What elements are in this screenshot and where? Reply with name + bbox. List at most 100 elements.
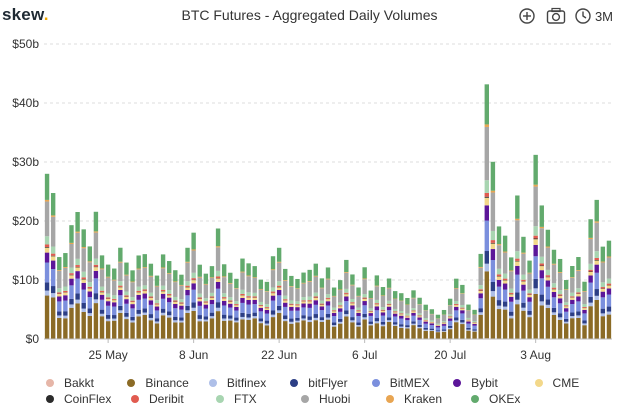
day-bar[interactable]: [454, 278, 459, 339]
day-bar[interactable]: [112, 268, 117, 339]
day-bar[interactable]: [594, 199, 599, 339]
day-bar[interactable]: [350, 274, 355, 339]
range-selector[interactable]: 3M: [574, 7, 613, 25]
day-bar[interactable]: [484, 84, 489, 339]
day-bar[interactable]: [478, 253, 483, 339]
day-bar[interactable]: [191, 232, 196, 339]
day-bar[interactable]: [331, 287, 337, 339]
day-bar[interactable]: [576, 257, 581, 339]
day-bar[interactable]: [167, 261, 172, 339]
legend-item-cme[interactable]: CME: [529, 376, 610, 390]
day-bar[interactable]: [399, 293, 404, 339]
day-bar[interactable]: [307, 269, 312, 339]
day-bar[interactable]: [44, 173, 50, 339]
day-bar[interactable]: [264, 281, 270, 339]
day-bar[interactable]: [105, 264, 111, 339]
day-bar[interactable]: [527, 260, 532, 339]
skew-logo[interactable]: skew.: [2, 5, 49, 25]
day-bar[interactable]: [313, 263, 318, 339]
camera-icon[interactable]: [546, 7, 566, 25]
day-bar[interactable]: [496, 226, 502, 339]
day-bar[interactable]: [154, 275, 160, 339]
day-bar[interactable]: [148, 263, 154, 339]
day-bar[interactable]: [215, 228, 221, 339]
day-bar[interactable]: [557, 258, 563, 339]
day-bar[interactable]: [435, 314, 441, 339]
day-bar[interactable]: [228, 272, 233, 339]
day-bar[interactable]: [429, 309, 435, 339]
day-bar[interactable]: [368, 290, 373, 339]
day-bar[interactable]: [509, 257, 514, 339]
legend-item-bakkt[interactable]: Bakkt: [40, 376, 121, 390]
day-bar[interactable]: [411, 290, 416, 339]
legend-item-bitfinex[interactable]: Bitfinex: [203, 376, 284, 390]
day-bar[interactable]: [289, 275, 294, 339]
day-bar[interactable]: [515, 195, 520, 339]
day-bar[interactable]: [325, 267, 331, 339]
day-bar[interactable]: [160, 254, 166, 339]
day-bar[interactable]: [600, 246, 606, 339]
day-bar[interactable]: [87, 246, 93, 339]
day-bar[interactable]: [606, 240, 612, 339]
legend-item-deribit[interactable]: Deribit: [125, 392, 210, 406]
day-bar[interactable]: [118, 247, 123, 339]
day-bar[interactable]: [301, 272, 306, 339]
day-bar[interactable]: [417, 297, 422, 339]
day-bar[interactable]: [490, 161, 496, 339]
day-bar[interactable]: [295, 278, 300, 339]
day-bar[interactable]: [130, 270, 135, 339]
day-bar[interactable]: [50, 193, 56, 339]
day-bar[interactable]: [81, 229, 86, 339]
day-bar[interactable]: [221, 264, 227, 339]
day-bar[interactable]: [441, 309, 447, 339]
day-bar[interactable]: [75, 212, 80, 339]
day-bar[interactable]: [460, 284, 465, 339]
legend-item-okex[interactable]: OKEx: [465, 392, 550, 406]
plus-circle-icon[interactable]: [518, 7, 536, 25]
day-bar[interactable]: [136, 255, 141, 339]
day-bar[interactable]: [69, 225, 74, 339]
day-bar[interactable]: [93, 211, 99, 339]
day-bar[interactable]: [209, 266, 215, 339]
legend-item-kraken[interactable]: Kraken: [380, 392, 465, 406]
day-bar[interactable]: [563, 280, 569, 339]
day-bar[interactable]: [405, 297, 410, 339]
day-bar[interactable]: [423, 304, 428, 339]
day-bar[interactable]: [99, 255, 105, 339]
day-bar[interactable]: [185, 247, 190, 339]
day-bar[interactable]: [179, 274, 184, 339]
day-bar[interactable]: [252, 266, 257, 339]
day-bar[interactable]: [283, 268, 288, 339]
day-bar[interactable]: [344, 259, 349, 339]
day-bar[interactable]: [588, 219, 593, 339]
legend-item-bitflyer[interactable]: bitFlyer: [284, 376, 365, 390]
day-bar[interactable]: [276, 247, 282, 339]
day-bar[interactable]: [258, 279, 264, 339]
day-bar[interactable]: [374, 275, 380, 339]
day-bar[interactable]: [392, 291, 398, 339]
day-bar[interactable]: [142, 254, 147, 339]
day-bar[interactable]: [362, 267, 367, 339]
day-bar[interactable]: [521, 236, 526, 339]
day-bar[interactable]: [173, 270, 178, 339]
day-bar[interactable]: [551, 249, 557, 339]
day-bar[interactable]: [63, 253, 68, 339]
legend-item-bitmex[interactable]: BitMEX: [366, 376, 447, 390]
day-bar[interactable]: [246, 263, 251, 339]
day-bar[interactable]: [240, 258, 245, 339]
legend-item-ftx[interactable]: FTX: [210, 392, 295, 406]
day-bar[interactable]: [356, 287, 361, 339]
legend-item-bybit[interactable]: Bybit: [447, 376, 528, 390]
day-bar[interactable]: [533, 154, 538, 339]
day-bar[interactable]: [472, 309, 477, 339]
day-bar[interactable]: [582, 281, 587, 339]
day-bar[interactable]: [502, 235, 508, 339]
day-bar[interactable]: [338, 280, 343, 339]
day-bar[interactable]: [539, 205, 544, 339]
day-bar[interactable]: [197, 264, 202, 339]
day-bar[interactable]: [234, 278, 239, 339]
day-bar[interactable]: [380, 287, 386, 339]
day-bar[interactable]: [203, 273, 209, 339]
day-bar[interactable]: [270, 256, 276, 339]
day-bar[interactable]: [570, 266, 575, 339]
